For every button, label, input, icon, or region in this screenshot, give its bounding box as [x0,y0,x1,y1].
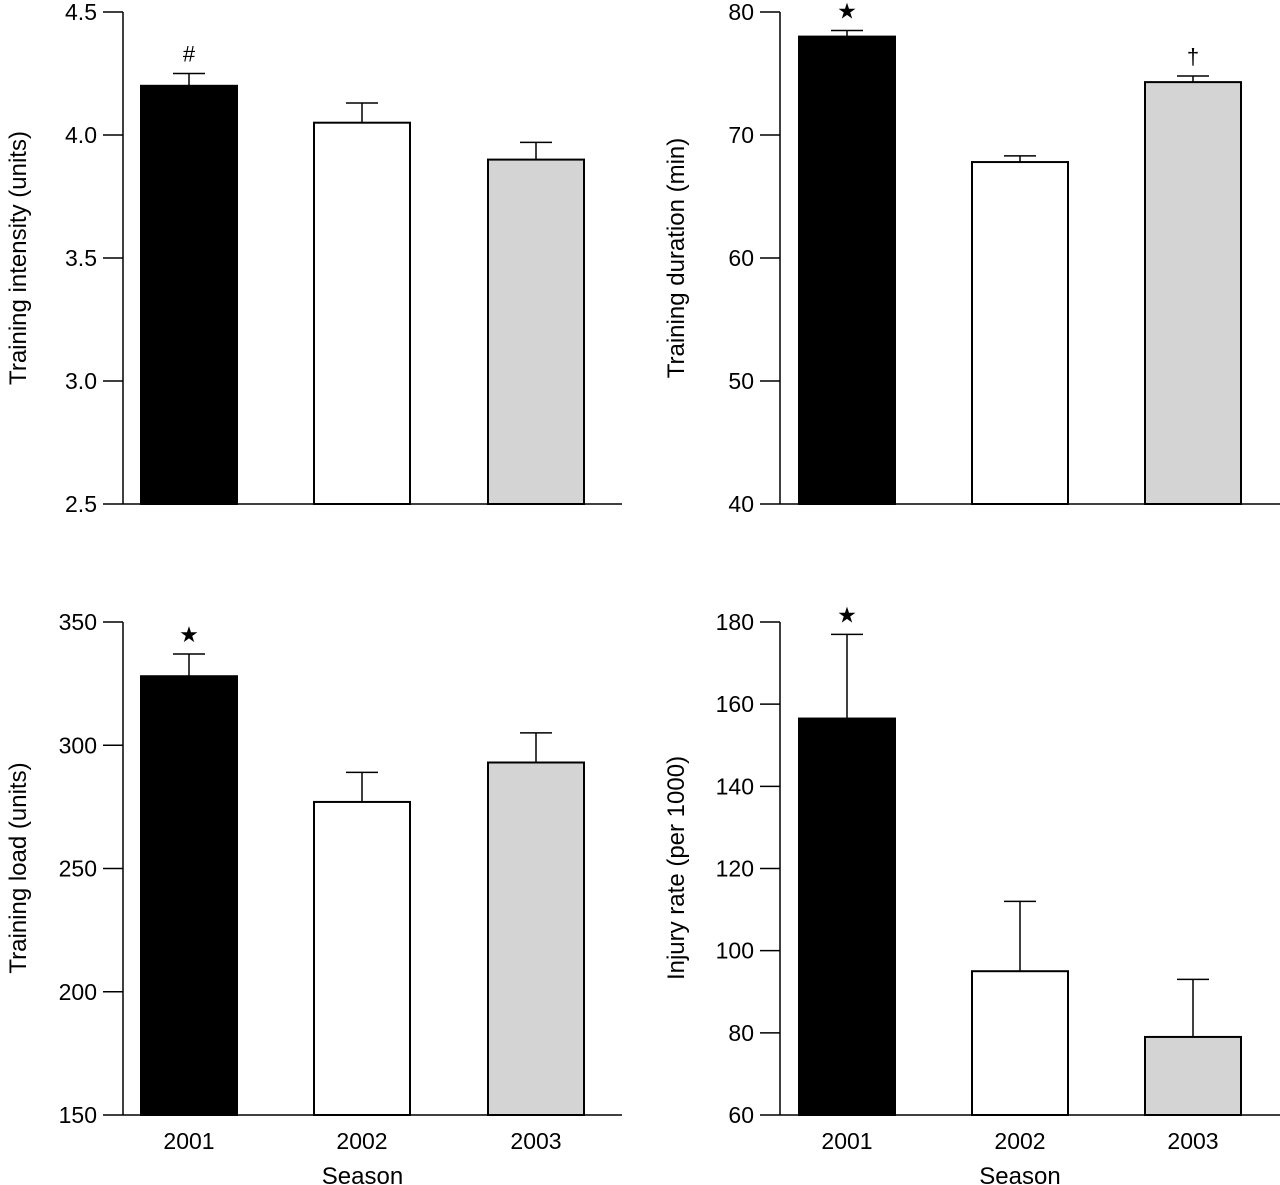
significance-mark: # [183,42,196,67]
y-tick-label: 3.0 [65,368,97,394]
y-axis-title: Training load (units) [5,762,32,973]
bar-2001 [798,35,896,505]
bar-2003 [1144,1035,1242,1116]
bar-2001 [798,717,896,1116]
bar-2002 [971,161,1069,505]
bar-2003 [487,158,585,505]
y-tick-label: 80 [728,0,754,25]
y-tick-label: 40 [728,491,754,517]
y-axis-title: Injury rate (per 1000) [663,756,690,980]
chart-panel-training-load: 150 200 250 300 350 Training load (units) ★ 200… [5,609,622,1185]
y-tick-label: 60 [728,245,754,271]
y-tick-label: 200 [59,979,97,1005]
significance-mark: † [1187,44,1199,69]
y-tick-label: 150 [59,1102,97,1128]
y-tick-label: 120 [716,856,754,882]
y-tick-label: 300 [59,732,97,758]
chart-panel-injury-rate: 60 80 100 120 140 160 180 Injury rate (per 1000… [663,602,1280,1185]
y-tick-label: 100 [716,938,754,964]
x-axis-title: Season [322,1163,403,1185]
bar-2001 [140,84,238,506]
bar-2002 [313,121,411,505]
y-axis-title: Training intensity (units) [5,131,32,385]
x-tick-label: 2001 [821,1128,872,1154]
y-tick-label: 140 [716,773,754,799]
y-tick-label: 50 [728,368,754,394]
x-axis-title: Season [979,1163,1060,1185]
significance-mark: ★ [179,622,199,647]
chart-panel-training-intensity: 2.5 3.0 3.5 4.0 4.5 Training intensity (units… [5,0,622,517]
y-tick-label: 4.0 [65,122,97,148]
x-tick-label: 2002 [336,1128,387,1154]
y-tick-label: 70 [728,122,754,148]
bar-2002 [971,970,1069,1116]
y-tick-label: 180 [716,609,754,635]
bar-2003 [1144,81,1242,506]
y-tick-label: 4.5 [65,0,97,25]
y-tick-label: 2.5 [65,491,97,517]
bar-2003 [487,761,585,1116]
bar-2002 [313,800,411,1116]
y-tick-label: 3.5 [65,245,97,271]
x-tick-label: 2001 [163,1128,214,1154]
y-tick-label: 250 [59,856,97,882]
significance-mark: ★ [837,0,857,23]
x-tick-label: 2002 [994,1128,1045,1154]
y-tick-label: 160 [716,691,754,717]
chart-panel-training-duration: 40 50 60 70 80 Training duration (min) ★ † [663,0,1280,517]
y-tick-label: 60 [728,1102,754,1128]
bar-2001 [140,675,238,1116]
y-axis-title: Training duration (min) [663,138,690,379]
y-tick-label: 350 [59,609,97,635]
x-tick-label: 2003 [510,1128,561,1154]
x-tick-label: 2003 [1167,1128,1218,1154]
significance-mark: ★ [837,602,857,627]
y-tick-label: 80 [728,1020,754,1046]
